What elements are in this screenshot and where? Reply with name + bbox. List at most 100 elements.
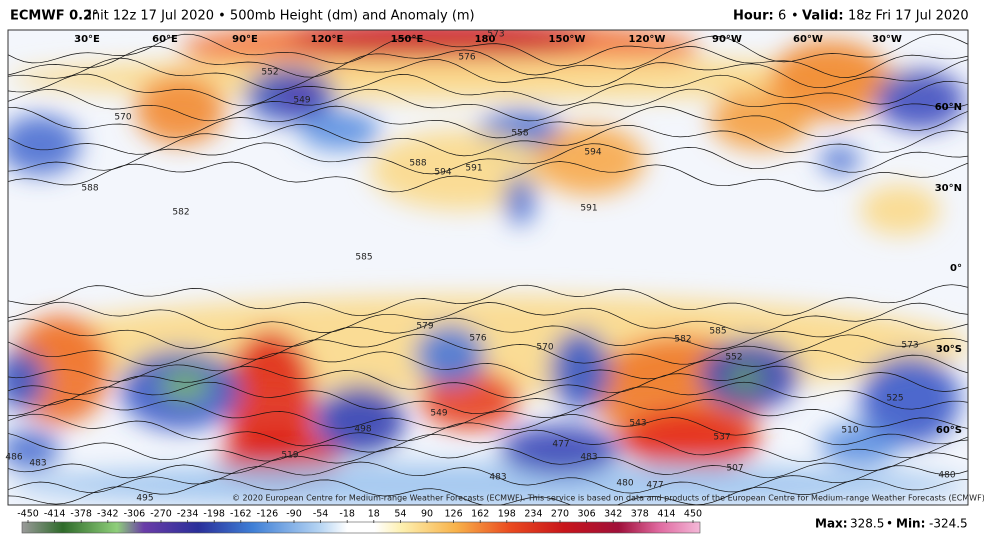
anomaly-blob <box>300 110 380 150</box>
colorbar-tick-label: -90 <box>286 509 302 520</box>
colorbar-tick-label: -450 <box>17 509 39 520</box>
anomaly-field <box>8 30 968 505</box>
colorbar-tick-label: 342 <box>604 509 622 520</box>
longitude-label: 120°W <box>629 34 666 45</box>
contour-label: 480 <box>616 479 633 489</box>
separator: • <box>791 9 799 24</box>
model: ECMWF 0.2° <box>10 9 99 24</box>
contour-line <box>8 45 968 78</box>
contour-label: 594 <box>434 168 451 178</box>
contour-line <box>8 142 968 175</box>
anomaly-blob <box>160 369 210 401</box>
contour-label: 549 <box>293 96 310 106</box>
contour-label: 570 <box>536 343 553 353</box>
contour-label: 585 <box>709 327 726 337</box>
copyright: © 2020 European Centre for Medium-range … <box>232 494 984 503</box>
contour-label: 510 <box>841 426 858 436</box>
longitude-label: 150°W <box>549 34 586 45</box>
contour-label: 588 <box>81 184 98 194</box>
colorbar-tick-label: 234 <box>524 509 542 520</box>
longitude-label: 60°E <box>152 34 178 45</box>
contour-label: 588 <box>409 159 426 169</box>
contour-label: 483 <box>489 473 506 483</box>
colorbar-tick-label: -378 <box>70 509 92 520</box>
contour-line <box>8 301 968 334</box>
contour-line <box>8 413 968 447</box>
contour-line <box>8 381 968 415</box>
contour-label: 486 <box>5 453 22 463</box>
colorbar-tick-label: -306 <box>124 509 146 520</box>
contour-label: 591 <box>465 164 482 174</box>
contour-label: 498 <box>354 425 371 435</box>
contour-line <box>8 105 968 139</box>
longitude-label: 180 <box>475 34 496 45</box>
anomaly-blob <box>620 410 760 470</box>
longitude-label: 30°E <box>74 34 100 45</box>
contour-line <box>8 73 968 107</box>
map-frame <box>7 29 969 506</box>
colorbar-tick-label: -54 <box>313 509 329 520</box>
valid-label: Valid: <box>802 9 844 24</box>
colorbar-tick-label: 54 <box>394 509 406 520</box>
colorbar-tick-label: -162 <box>230 509 252 520</box>
colorbar-tick-label: 306 <box>578 509 596 520</box>
anomaly-blob <box>710 90 810 150</box>
max-label: Max: <box>815 517 848 531</box>
colorbar-tick-label: 126 <box>445 509 463 520</box>
contour-line <box>8 317 968 350</box>
colorbar-tick-label: 162 <box>471 509 489 520</box>
contour-label: 576 <box>469 334 486 344</box>
longitude-label: 30°W <box>872 34 902 45</box>
latitude-label: 30°S <box>936 344 962 355</box>
contour-label: 591 <box>580 204 597 214</box>
contour-label: 507 <box>726 464 743 474</box>
colorbar-tick-label: 90 <box>421 509 433 520</box>
contour-label: 552 <box>261 68 278 78</box>
contour-line <box>8 365 968 399</box>
colorbar-tick-label: -234 <box>177 509 199 520</box>
anomaly-blob <box>820 425 900 465</box>
contour-label: 477 <box>646 481 663 491</box>
longitude-label: 150°E <box>391 34 424 45</box>
colorbar-tick-label: -18 <box>339 509 355 520</box>
latitude-label: 60°N <box>935 102 962 113</box>
anomaly-blob <box>535 125 645 195</box>
max: 328.5 <box>850 517 884 531</box>
contour-line <box>8 429 968 463</box>
min: -324.5 <box>929 517 968 531</box>
anomaly-blob <box>315 385 405 455</box>
contour-label: 573 <box>901 341 918 351</box>
anomaly-blob <box>420 370 520 430</box>
anomaly-blob <box>8 115 80 175</box>
contour-label: 576 <box>458 53 475 63</box>
valid: 18z Fri 17 Jul 2020 <box>848 9 969 24</box>
contour-label: 549 <box>430 409 447 419</box>
separator: • <box>886 517 893 531</box>
contour-label: 552 <box>725 353 742 363</box>
hour: 6 <box>778 9 786 24</box>
contour-label: 573 <box>487 30 504 40</box>
longitude-label: 90°W <box>712 34 742 45</box>
anomaly-blob <box>860 185 940 235</box>
contour-line <box>8 161 968 193</box>
anomaly-blob <box>135 75 225 145</box>
map <box>8 30 968 505</box>
anomaly-blob <box>505 175 535 225</box>
anomaly-blob <box>820 146 860 174</box>
colorbar-tick-label: 198 <box>498 509 516 520</box>
contour-label: 519 <box>281 451 298 461</box>
anomaly-blob <box>415 325 485 385</box>
contour-label: 483 <box>580 453 597 463</box>
longitude-label: 90°E <box>232 34 258 45</box>
anomaly-blob <box>10 463 968 505</box>
latitude-label: 0° <box>950 263 962 274</box>
colorbar-tick-label: -270 <box>150 509 172 520</box>
anomaly-blob <box>10 56 950 100</box>
colorbar-tick-label: 378 <box>631 509 649 520</box>
contour-label: 558 <box>511 129 528 139</box>
min-label: Min: <box>896 517 925 531</box>
colorbar-tick-label: -414 <box>44 509 66 520</box>
anomaly-blob <box>8 350 45 410</box>
contour-label: 585 <box>355 253 372 263</box>
